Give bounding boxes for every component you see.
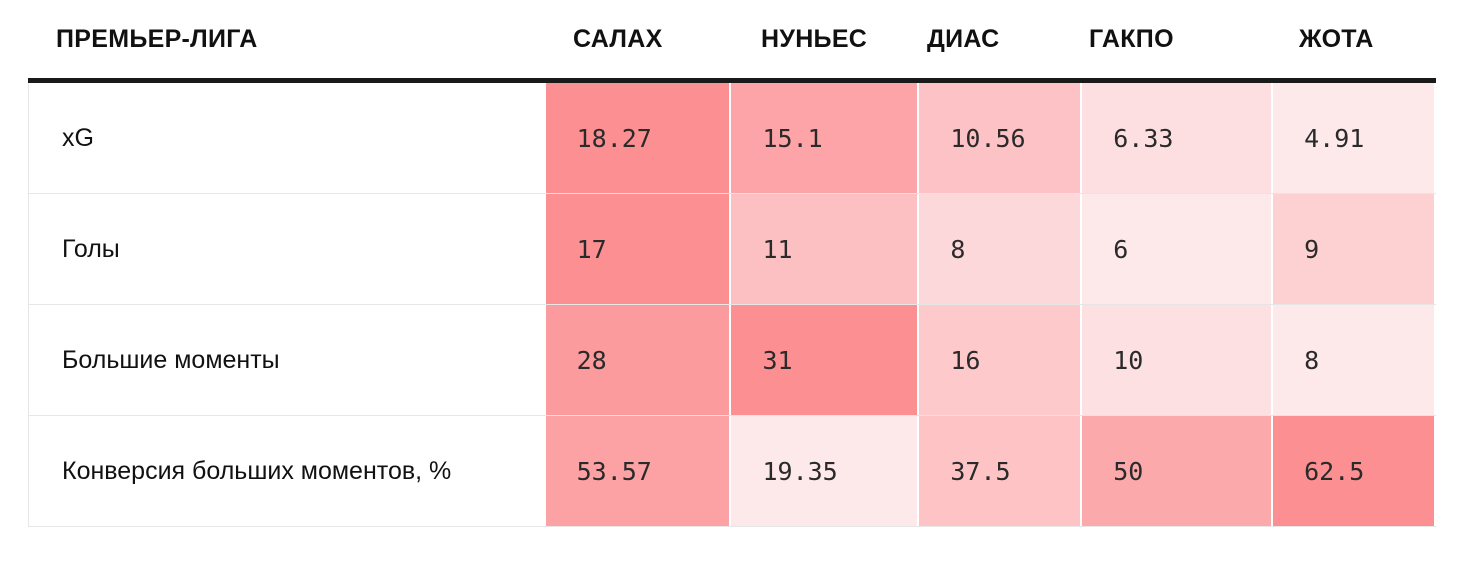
heat-cell: 53.57	[545, 416, 732, 526]
heat-cell: 10	[1082, 305, 1274, 415]
row-label-conversion: Конверсия больших моментов, %	[29, 416, 546, 526]
column-header-diaz: ДИАС	[927, 24, 1000, 53]
heatmap-body: xG 18.27 15.1 10.56 6.33 4.91 Голы 17 11…	[28, 83, 1436, 527]
heat-cell: 6	[1082, 194, 1274, 304]
heat-cell: 18.27	[545, 83, 732, 193]
heat-cell: 9	[1273, 194, 1436, 304]
heat-cell: 62.5	[1273, 416, 1436, 526]
column-header-gakpo: ГАКПО	[1089, 24, 1174, 53]
heat-cell: 31	[731, 305, 920, 415]
header-row: ПРЕМЬЕР-ЛИГА САЛАХ НУНЬЕС ДИАС ГАКПО ЖОТ…	[28, 0, 1436, 83]
table-title: ПРЕМЬЕР-ЛИГА	[56, 24, 258, 53]
heat-cell: 16	[919, 305, 1083, 415]
heat-cell: 28	[545, 305, 732, 415]
heat-cell: 37.5	[919, 416, 1083, 526]
heat-cell: 10.56	[919, 83, 1083, 193]
heat-cell: 17	[545, 194, 732, 304]
row-label-goals: Голы	[29, 194, 546, 304]
heat-cell: 15.1	[731, 83, 920, 193]
heat-cell: 11	[731, 194, 920, 304]
column-header-salah: САЛАХ	[573, 24, 663, 53]
heatmap-table: ПРЕМЬЕР-ЛИГА САЛАХ НУНЬЕС ДИАС ГАКПО ЖОТ…	[28, 0, 1436, 527]
heat-cell: 6.33	[1082, 83, 1274, 193]
row-label-big-chances: Большие моменты	[29, 305, 546, 415]
heat-cell: 8	[1273, 305, 1436, 415]
heat-cell: 19.35	[731, 416, 920, 526]
column-header-nunez: НУНЬЕС	[761, 24, 868, 53]
table-row-goals: Голы 17 11 8 6 9	[29, 194, 1436, 305]
table-row-conversion: Конверсия больших моментов, % 53.57 19.3…	[29, 416, 1436, 527]
row-label-xg: xG	[29, 83, 546, 193]
heat-cell: 8	[919, 194, 1083, 304]
column-header-jota: ЖОТА	[1299, 24, 1374, 53]
heat-cell: 50	[1082, 416, 1274, 526]
table-row-big-chances: Большие моменты 28 31 16 10 8	[29, 305, 1436, 416]
table-row-xg: xG 18.27 15.1 10.56 6.33 4.91	[29, 83, 1436, 194]
heat-cell: 4.91	[1273, 83, 1436, 193]
